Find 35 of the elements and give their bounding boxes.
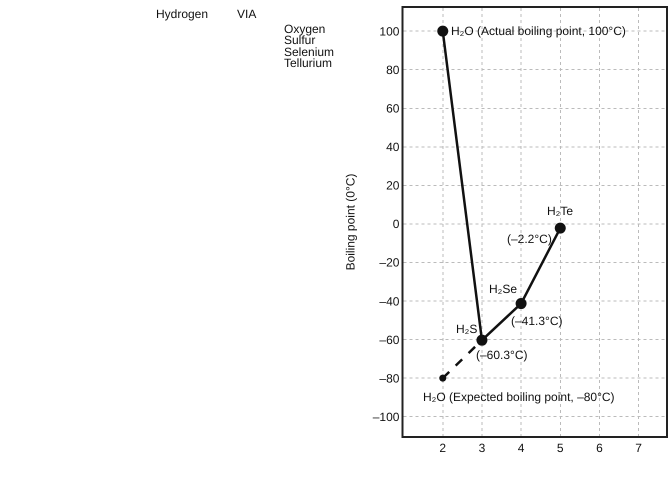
- x-tick-label: 6: [596, 441, 604, 456]
- annotation: (–41.3°C): [511, 314, 562, 328]
- y-tick-label: –80: [379, 371, 400, 386]
- y-tick-label: 60: [386, 101, 400, 116]
- y-tick-label: –60: [379, 332, 400, 347]
- x-tick-label: 7: [635, 441, 642, 456]
- x-tick-label: 5: [556, 441, 564, 456]
- y-axis-title: Boiling point (0°C): [344, 174, 358, 270]
- y-tick-label: 0: [392, 217, 400, 232]
- point: [516, 298, 527, 310]
- annotation: H₂O (Expected boiling point, –80°C): [423, 390, 615, 404]
- text: VIA: [237, 7, 256, 21]
- text: Tellurium: [284, 56, 332, 70]
- annotation: (–2.2°C): [507, 232, 552, 246]
- annotation: H₂Se: [489, 282, 518, 296]
- point: [439, 374, 446, 382]
- annotation: H₂S: [456, 322, 478, 336]
- point: [437, 26, 448, 37]
- annotation: H₂O (Actual boiling point, 100°C): [451, 24, 626, 38]
- text: Hydrogen: [156, 7, 208, 21]
- text: Oxygen: [284, 22, 326, 36]
- y-tick-label: 20: [386, 178, 400, 193]
- annotation: H₂Te: [547, 204, 574, 218]
- y-tick-label: 100: [379, 24, 400, 38]
- y-tick-label: 80: [386, 62, 400, 77]
- y-tick-label: –100: [372, 410, 400, 424]
- text: Selenium: [284, 45, 334, 59]
- point: [554, 222, 566, 234]
- y-tick-label: 40: [386, 140, 400, 154]
- y-tick-label: –40: [379, 294, 400, 308]
- annotation: (–60.3°C): [476, 348, 528, 362]
- x-tick-label: 4: [518, 441, 525, 456]
- y-tick-label: –20: [379, 256, 400, 270]
- x-tick-label: 3: [478, 441, 486, 456]
- x-tick-label: 2: [439, 441, 446, 456]
